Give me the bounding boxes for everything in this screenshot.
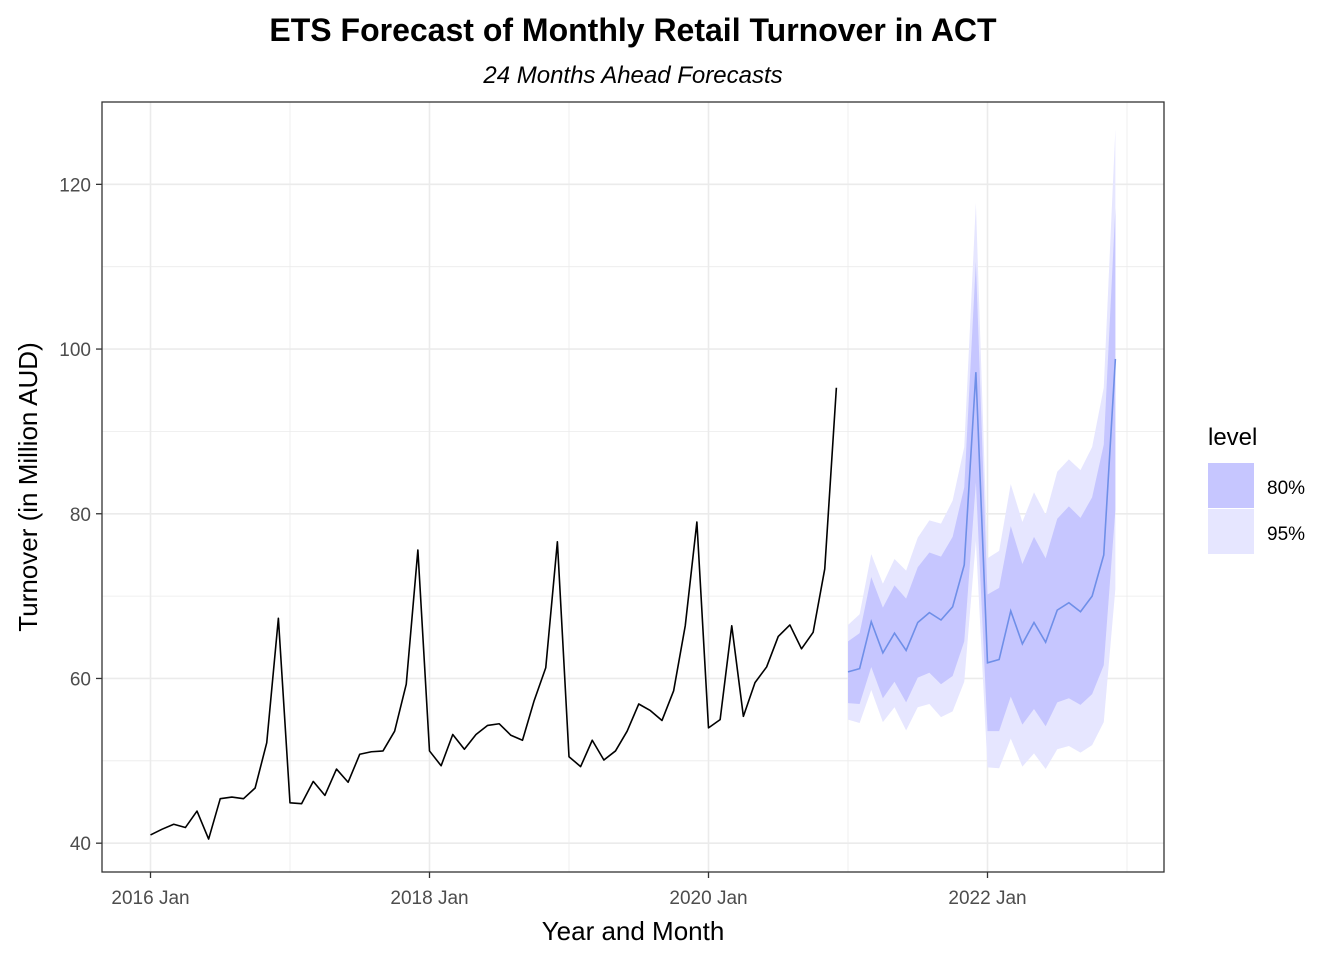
plot-background — [102, 102, 1164, 872]
forecast-mean-line — [847, 358, 1117, 673]
y-tick-label-80: 80 — [70, 505, 91, 526]
y-tick-label-40: 40 — [70, 834, 91, 855]
forecast-band-80 — [848, 208, 1116, 732]
legend-title: level — [1208, 424, 1257, 451]
x-tick-label-1: 2018 Jan — [390, 888, 468, 909]
plot-area — [101, 101, 1165, 873]
plot-border — [101, 101, 1165, 873]
legend-key-80 — [1208, 463, 1254, 508]
y-tick-label-100: 100 — [59, 340, 91, 361]
legend-label-80: 80% — [1267, 478, 1305, 499]
y-tick-label-120: 120 — [59, 175, 91, 196]
x-tick-label-0: 2016 Jan — [111, 888, 189, 909]
x-tick-label-3: 2022 Jan — [948, 888, 1026, 909]
y-axis-title: Turnover (in Million AUD) — [13, 342, 43, 631]
chart-subtitle: 24 Months Ahead Forecasts — [482, 62, 782, 89]
legend-key-95 — [1208, 509, 1254, 554]
band-80-area — [848, 208, 1116, 732]
x-axis: 2016 Jan 2018 Jan 2020 Jan 2022 Jan — [111, 872, 1027, 909]
legend: level 80% 95% — [1208, 424, 1305, 554]
legend-label-95: 95% — [1267, 524, 1305, 545]
y-tick-label-60: 60 — [70, 669, 91, 690]
x-axis-title: Year and Month — [542, 916, 725, 946]
history-line — [150, 387, 838, 840]
forecast-mean-path — [847, 358, 1117, 673]
chart-title: ETS Forecast of Monthly Retail Turnover … — [269, 12, 997, 48]
y-axis: 40 60 80 100 120 — [59, 175, 102, 855]
history-path — [150, 387, 838, 840]
x-tick-label-2: 2020 Jan — [669, 888, 747, 909]
